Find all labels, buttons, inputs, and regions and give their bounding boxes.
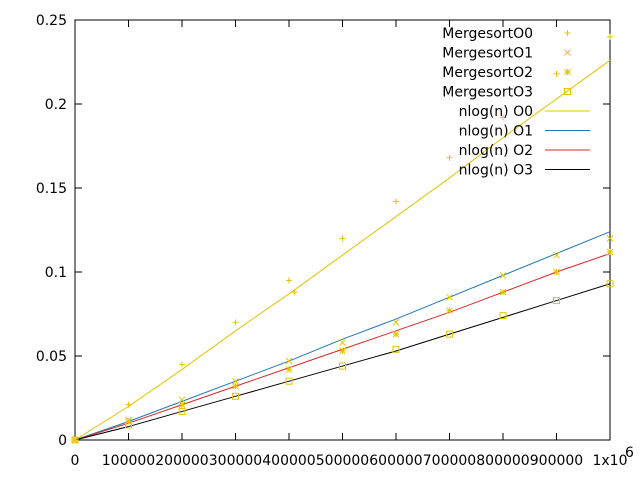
data-point	[179, 361, 185, 368]
legend-swatch	[564, 68, 571, 76]
series-points	[71, 33, 614, 444]
legend-label: MergesortO3	[442, 85, 533, 101]
data-point	[232, 382, 239, 390]
data-point	[71, 436, 79, 444]
data-point	[392, 345, 400, 353]
x-tick-label: 0	[71, 453, 80, 469]
axis-ticks: 0 0.05 0.1 0.15 0.2 0.25 0 100000 200000 300000 40…	[36, 13, 634, 469]
y-tick-label: 0	[58, 433, 67, 449]
x-tick-label: 600000	[369, 453, 422, 469]
y-tick-label: 0.1	[45, 265, 67, 281]
data-point	[291, 289, 298, 296]
x-tick-label: 1x10	[592, 453, 627, 469]
data-point	[607, 33, 613, 40]
data-point	[499, 312, 507, 320]
legend-swatch	[564, 30, 571, 36]
data-point	[500, 114, 506, 121]
data-point	[392, 319, 400, 326]
series-line	[74, 253, 611, 441]
data-point	[606, 248, 614, 256]
data-point	[499, 288, 507, 296]
data-point	[393, 198, 399, 205]
data-point	[553, 251, 560, 259]
data-point	[125, 401, 132, 408]
data-point	[606, 235, 614, 242]
series-line	[74, 59, 611, 441]
y-tick-label: 0.05	[36, 349, 67, 365]
legend-swatch	[564, 88, 571, 95]
legend-label: MergesortO0	[442, 26, 533, 42]
data-point	[178, 407, 186, 415]
series-line	[74, 283, 611, 441]
data-point	[339, 235, 346, 242]
data-point	[446, 307, 453, 314]
legend-label: nlog(n) O3	[459, 163, 533, 179]
data-point	[232, 377, 239, 385]
data-point	[339, 339, 346, 346]
data-point	[232, 392, 239, 400]
data-point	[553, 268, 560, 276]
y-tick-label: 0.2	[45, 97, 67, 113]
data-point	[71, 436, 79, 444]
x-tick-label: 200000	[155, 453, 208, 469]
legend-swatch	[564, 49, 571, 56]
data-point	[178, 396, 186, 404]
data-point	[339, 362, 346, 370]
data-point	[286, 277, 292, 284]
x-tick-label: 500000	[316, 453, 369, 469]
data-point	[446, 293, 453, 301]
data-point	[553, 70, 560, 77]
data-point	[392, 330, 400, 338]
legend: MergesortO0 MergesortO1 MergesortO2 Mergeso…	[442, 26, 590, 179]
data-point	[499, 272, 507, 279]
x-tick-label: 400000	[262, 453, 315, 469]
legend-label: MergesortO1	[442, 46, 533, 62]
data-point	[553, 297, 560, 305]
data-point	[285, 357, 293, 365]
x-tick-label: 800000	[476, 453, 529, 469]
data-point	[232, 319, 239, 326]
legend-label: nlog(n) O1	[459, 124, 533, 140]
y-tick-label: 0.15	[36, 181, 67, 197]
x-exponent-label: 6	[625, 445, 634, 461]
x-tick-label: 700000	[423, 453, 476, 469]
data-point	[178, 401, 186, 409]
data-point	[339, 347, 346, 355]
y-tick-label: 0.25	[36, 13, 67, 29]
data-point	[446, 154, 453, 161]
data-point	[285, 366, 293, 373]
legend-label: MergesortO2	[442, 65, 533, 81]
legend-label: nlog(n) O0	[459, 104, 533, 120]
legend-label: nlog(n) O2	[459, 143, 533, 159]
data-point	[285, 377, 293, 385]
data-point	[125, 421, 132, 429]
x-tick-label: 300000	[209, 453, 262, 469]
series-line	[74, 231, 611, 441]
plot-frame	[74, 19, 611, 441]
x-tick-label: 100000	[102, 453, 155, 469]
data-point	[446, 330, 453, 338]
x-tick-label: 900000	[530, 453, 583, 469]
data-point	[606, 280, 614, 288]
